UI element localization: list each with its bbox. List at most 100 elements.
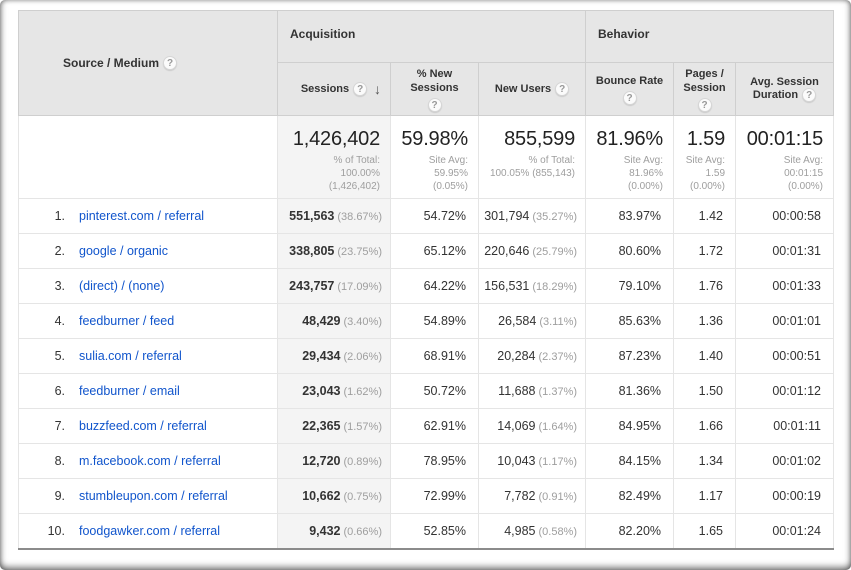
pct-new-sessions-label: % New Sessions <box>410 67 459 94</box>
column-header-sessions[interactable]: Sessions? ↓ <box>277 62 391 116</box>
new-users-cell: 7,782 (0.91%) <box>477 478 587 514</box>
bounce-rate-value: 82.49% <box>618 489 662 503</box>
pages-session-cell: 1.34 <box>673 443 737 479</box>
source-medium-link[interactable]: feedburner / feed <box>79 314 175 328</box>
row-index: 5. <box>54 349 65 363</box>
source-medium-link[interactable]: sulia.com / referral <box>79 349 182 363</box>
source-medium-report-table: Source / Medium? Acquisition Behavior Se… <box>18 10 835 550</box>
new-users-note: % of Total: 100.05% (855,143) <box>489 155 576 179</box>
pct-new-sessions-value: 62.91% <box>423 419 466 433</box>
source-medium-link[interactable]: foodgawker.com / referral <box>79 523 221 538</box>
help-icon[interactable]: ? <box>353 82 368 96</box>
help-icon[interactable]: ? <box>697 97 712 112</box>
pages-session-value: 1.66 <box>698 419 724 433</box>
avg-duration-value: 00:01:12 <box>772 384 822 398</box>
pct-new-sessions-value: 65.12% <box>423 244 466 258</box>
source-medium-link[interactable]: buzzfeed.com / referral <box>79 419 207 433</box>
bounce-rate-value: 79.10% <box>618 279 662 293</box>
new-users-percent: (25.79%) <box>532 246 578 258</box>
sessions-value: 23,043 <box>302 384 341 398</box>
help-icon[interactable]: ? <box>427 97 442 112</box>
column-header-pct-new-sessions[interactable]: % New Sessions ? <box>390 62 479 116</box>
avg-duration-value: 00:00:51 <box>772 349 822 363</box>
new-users-cell: 301,794 (35.27%) <box>477 198 587 234</box>
new-users-value: 7,782 <box>504 489 536 503</box>
new-users-label: New Users <box>494 82 552 95</box>
sessions-value: 551,563 <box>289 209 335 223</box>
source-medium-cell: 9. stumbleupon.com / referral <box>18 478 278 514</box>
help-icon[interactable]: ? <box>802 88 817 102</box>
avg-duration-cell: 00:01:01 <box>735 303 835 339</box>
source-medium-link[interactable]: pinterest.com / referral <box>79 209 205 223</box>
bounce-rate-value: 83.97% <box>618 209 662 223</box>
pct-new-sessions-cell: 65.12% <box>390 233 479 269</box>
avg-duration-value: 00:00:19 <box>772 489 822 503</box>
new-users-percent: (3.11%) <box>539 316 578 328</box>
pages-session-cell: 1.42 <box>673 198 737 234</box>
sort-descending-icon[interactable]: ↓ <box>374 81 381 97</box>
source-medium-cell: 7. buzzfeed.com / referral <box>18 408 278 444</box>
pct-new-sessions-total: 59.98% <box>401 128 468 150</box>
pct-new-sessions-value: 54.72% <box>423 209 466 223</box>
pct-new-sessions-value: 68.91% <box>423 349 466 363</box>
pages-session-value: 1.36 <box>698 314 724 328</box>
bounce-rate-value: 81.36% <box>618 384 662 398</box>
column-header-bounce-rate[interactable]: Bounce Rate ? <box>585 62 675 116</box>
new-users-value: 301,794 <box>484 209 530 223</box>
pages-session-cell: 1.66 <box>673 408 737 444</box>
sessions-percent: (0.89%) <box>343 456 382 468</box>
help-icon[interactable]: ? <box>622 90 637 105</box>
source-medium-link[interactable]: feedburner / email <box>79 384 180 398</box>
sessions-percent: (2.06%) <box>343 351 382 363</box>
pages-session-value: 1.65 <box>698 523 724 538</box>
pct-new-sessions-value: 52.85% <box>423 523 466 538</box>
table-row: 9. stumbleupon.com / referral 10,662 (0.75… <box>18 478 835 514</box>
new-users-value: 20,284 <box>497 349 536 363</box>
summary-new-users: 855,599 % of Total: 100.05% (855,143) <box>477 115 587 199</box>
sessions-total-note: % of Total: 100.00% (1,426,402) <box>328 155 380 192</box>
source-medium-link[interactable]: google / organic <box>79 244 168 258</box>
avg-duration-cell: 00:00:58 <box>735 198 835 234</box>
sessions-value: 48,429 <box>302 314 341 328</box>
pages-session-cell: 1.65 <box>673 513 737 549</box>
bounce-rate-note: Site Avg: 81.96% (0.00%) <box>623 155 664 192</box>
column-header-source-medium[interactable]: Source / Medium? <box>18 10 278 116</box>
avg-duration-cell: 00:01:11 <box>735 408 835 444</box>
row-index: 2. <box>54 244 65 258</box>
pct-new-sessions-cell: 50.72% <box>390 373 479 409</box>
column-header-new-users[interactable]: New Users? <box>477 62 587 116</box>
new-users-total: 855,599 <box>504 128 576 150</box>
help-icon[interactable]: ? <box>555 82 570 96</box>
sessions-total: 1,426,402 <box>292 128 380 150</box>
column-header-pages-session[interactable]: Pages / Session ? <box>673 62 737 116</box>
column-header-avg-session-duration[interactable]: Avg. Session Duration? <box>735 62 835 116</box>
summary-bounce-rate: 81.96% Site Avg: 81.96% (0.00%) <box>585 115 675 199</box>
pages-session-value: 1.42 <box>698 209 724 223</box>
sessions-value: 9,432 <box>309 523 341 538</box>
sessions-percent: (0.75%) <box>343 491 382 503</box>
bounce-rate-value: 80.60% <box>618 244 662 258</box>
source-medium-cell: 8. m.facebook.com / referral <box>18 443 278 479</box>
sessions-percent: (38.67%) <box>337 211 382 223</box>
summary-pct-new-sessions: 59.98% Site Avg: 59.95% (0.05%) <box>390 115 479 199</box>
pages-session-cell: 1.40 <box>673 338 737 374</box>
row-index: 7. <box>54 419 65 433</box>
pct-new-sessions-cell: 54.72% <box>390 198 479 234</box>
bounce-rate-label: Bounce Rate <box>595 74 664 87</box>
new-users-percent: (18.29%) <box>532 281 578 293</box>
pages-session-value: 1.40 <box>698 349 724 363</box>
source-medium-link[interactable]: (direct) / (none) <box>79 279 165 293</box>
new-users-cell: 20,284 (2.37%) <box>477 338 587 374</box>
bounce-rate-cell: 84.15% <box>585 443 675 479</box>
sessions-cell: 338,805 (23.75%) <box>277 233 391 269</box>
avg-duration-cell: 00:00:51 <box>735 338 835 374</box>
source-medium-link[interactable]: m.facebook.com / referral <box>79 454 221 468</box>
source-medium-link[interactable]: stumbleupon.com / referral <box>79 489 228 503</box>
pct-new-sessions-cell: 52.85% <box>390 513 479 549</box>
help-icon[interactable]: ? <box>163 56 178 71</box>
sessions-cell: 243,757 (17.09%) <box>277 268 391 304</box>
pages-session-value: 1.34 <box>698 454 724 468</box>
bounce-rate-value: 84.95% <box>618 419 662 433</box>
new-users-value: 14,069 <box>497 419 536 433</box>
sessions-cell: 48,429 (3.40%) <box>277 303 391 339</box>
